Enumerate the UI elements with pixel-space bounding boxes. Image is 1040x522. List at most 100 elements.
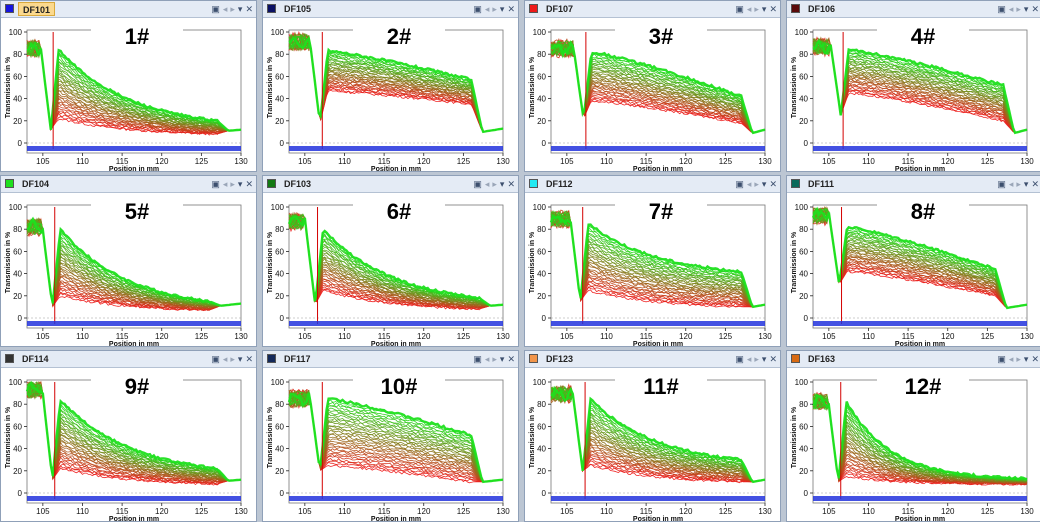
panel-tab-title[interactable]: DF117 bbox=[284, 354, 311, 364]
prev-arrow-icon[interactable]: ◂ bbox=[222, 354, 228, 364]
close-icon[interactable]: ✕ bbox=[1031, 4, 1039, 14]
dock-icon[interactable]: ▣ bbox=[473, 179, 482, 189]
next-arrow-icon[interactable]: ▸ bbox=[754, 4, 759, 14]
transmission-profile-line bbox=[812, 394, 1028, 485]
panel-tab-title[interactable]: DF101 bbox=[18, 2, 56, 16]
panel-tab-title[interactable]: DF104 bbox=[22, 179, 50, 189]
prev-arrow-icon[interactable]: ◂ bbox=[484, 179, 490, 189]
transmission-profile-line bbox=[26, 39, 242, 136]
close-icon[interactable]: ✕ bbox=[245, 354, 253, 364]
panel-tab-title[interactable]: DF112 bbox=[546, 179, 573, 189]
transmission-profile-line bbox=[288, 36, 504, 134]
transmission-profile-line bbox=[550, 210, 766, 308]
dock-icon[interactable]: ▣ bbox=[211, 4, 220, 14]
dock-icon[interactable]: ▣ bbox=[735, 354, 744, 364]
y-tick-label: 80 bbox=[13, 400, 22, 409]
dropdown-icon[interactable]: ▾ bbox=[499, 179, 505, 189]
next-arrow-icon[interactable]: ▸ bbox=[1016, 4, 1021, 14]
next-arrow-icon[interactable]: ▸ bbox=[230, 354, 235, 364]
panel-tab-title[interactable]: DF107 bbox=[546, 4, 574, 14]
next-arrow-icon[interactable]: ▸ bbox=[230, 4, 235, 14]
x-tick-label: 105 bbox=[822, 507, 836, 516]
panel-tab-title[interactable]: DF114 bbox=[22, 354, 49, 364]
dropdown-icon[interactable]: ▾ bbox=[237, 354, 243, 364]
close-icon[interactable]: ✕ bbox=[1031, 179, 1039, 189]
dropdown-icon[interactable]: ▾ bbox=[761, 179, 767, 189]
close-icon[interactable]: ✕ bbox=[245, 4, 253, 14]
next-arrow-icon[interactable]: ▸ bbox=[492, 4, 497, 14]
transmission-profile-line bbox=[26, 383, 242, 482]
prev-arrow-icon[interactable]: ◂ bbox=[484, 354, 490, 364]
panel-tab-title[interactable]: DF105 bbox=[284, 4, 312, 14]
next-arrow-icon[interactable]: ▸ bbox=[492, 354, 497, 364]
panel-tab-title[interactable]: DF103 bbox=[284, 179, 312, 189]
dock-icon[interactable]: ▣ bbox=[211, 179, 220, 189]
next-arrow-icon[interactable]: ▸ bbox=[1016, 179, 1021, 189]
transmission-profile-line bbox=[26, 218, 242, 307]
close-icon[interactable]: ✕ bbox=[507, 4, 515, 14]
dropdown-icon[interactable]: ▾ bbox=[761, 4, 767, 14]
close-icon[interactable]: ✕ bbox=[507, 354, 515, 364]
prev-arrow-icon[interactable]: ◂ bbox=[484, 4, 490, 14]
next-arrow-icon[interactable]: ▸ bbox=[754, 354, 759, 364]
prev-arrow-icon[interactable]: ◂ bbox=[1008, 179, 1014, 189]
dropdown-icon[interactable]: ▾ bbox=[1023, 179, 1029, 189]
x-tick-label: 130 bbox=[234, 332, 248, 341]
dock-icon[interactable]: ▣ bbox=[997, 4, 1006, 14]
y-axis-label: Transmission in % bbox=[5, 56, 12, 118]
panel-tab-title[interactable]: DF163 bbox=[808, 354, 836, 364]
dropdown-icon[interactable]: ▾ bbox=[761, 354, 767, 364]
dock-icon[interactable]: ▣ bbox=[997, 179, 1006, 189]
close-icon[interactable]: ✕ bbox=[507, 179, 515, 189]
dropdown-icon[interactable]: ▾ bbox=[499, 354, 505, 364]
close-icon[interactable]: ✕ bbox=[769, 179, 777, 189]
x-tick-label: 105 bbox=[36, 157, 50, 166]
x-tick-label: 120 bbox=[155, 157, 169, 166]
dropdown-icon[interactable]: ▾ bbox=[499, 4, 505, 14]
panel-tab-title[interactable]: DF111 bbox=[808, 179, 835, 189]
transmission-profile-line bbox=[550, 211, 766, 308]
next-arrow-icon[interactable]: ▸ bbox=[230, 179, 235, 189]
y-tick-label: 0 bbox=[542, 139, 547, 148]
close-icon[interactable]: ✕ bbox=[1031, 354, 1039, 364]
x-tick-label: 130 bbox=[758, 507, 772, 516]
dock-icon[interactable]: ▣ bbox=[997, 354, 1006, 364]
next-arrow-icon[interactable]: ▸ bbox=[492, 179, 497, 189]
next-arrow-icon[interactable]: ▸ bbox=[754, 179, 759, 189]
close-icon[interactable]: ✕ bbox=[769, 4, 777, 14]
x-tick-label: 120 bbox=[417, 507, 431, 516]
prev-arrow-icon[interactable]: ◂ bbox=[1008, 354, 1014, 364]
prev-arrow-icon[interactable]: ◂ bbox=[746, 4, 752, 14]
close-icon[interactable]: ✕ bbox=[245, 179, 253, 189]
y-axis-label: Transmission in % bbox=[267, 406, 274, 468]
dock-icon[interactable]: ▣ bbox=[211, 354, 220, 364]
transmission-chart: 0 20 40 60 80 100 105 110 115 120 125 130 Position i… bbox=[791, 368, 1034, 521]
panel-tab-title[interactable]: DF123 bbox=[546, 354, 574, 364]
dropdown-icon[interactable]: ▾ bbox=[237, 179, 243, 189]
y-tick-label: 60 bbox=[799, 247, 808, 256]
dock-icon[interactable]: ▣ bbox=[473, 354, 482, 364]
x-tick-label: 125 bbox=[719, 157, 733, 166]
y-tick-label: 40 bbox=[275, 270, 284, 279]
prev-arrow-icon[interactable]: ◂ bbox=[746, 354, 752, 364]
series-color-swatch bbox=[791, 179, 800, 188]
prev-arrow-icon[interactable]: ◂ bbox=[222, 4, 228, 14]
y-tick-label: 80 bbox=[13, 225, 22, 234]
close-icon[interactable]: ✕ bbox=[769, 354, 777, 364]
x-tick-label: 120 bbox=[941, 332, 955, 341]
dock-icon[interactable]: ▣ bbox=[735, 179, 744, 189]
x-tick-label: 120 bbox=[679, 157, 693, 166]
transmission-profile-line bbox=[288, 388, 504, 483]
dropdown-icon[interactable]: ▾ bbox=[237, 4, 243, 14]
prev-arrow-icon[interactable]: ◂ bbox=[1008, 4, 1014, 14]
panel-tab-title[interactable]: DF106 bbox=[808, 4, 836, 14]
prev-arrow-icon[interactable]: ◂ bbox=[746, 179, 752, 189]
prev-arrow-icon[interactable]: ◂ bbox=[222, 179, 228, 189]
dock-icon[interactable]: ▣ bbox=[735, 4, 744, 14]
transmission-profile-line bbox=[288, 389, 504, 483]
x-tick-label: 115 bbox=[902, 157, 915, 166]
dropdown-icon[interactable]: ▾ bbox=[1023, 354, 1029, 364]
dock-icon[interactable]: ▣ bbox=[473, 4, 482, 14]
next-arrow-icon[interactable]: ▸ bbox=[1016, 354, 1021, 364]
dropdown-icon[interactable]: ▾ bbox=[1023, 4, 1029, 14]
